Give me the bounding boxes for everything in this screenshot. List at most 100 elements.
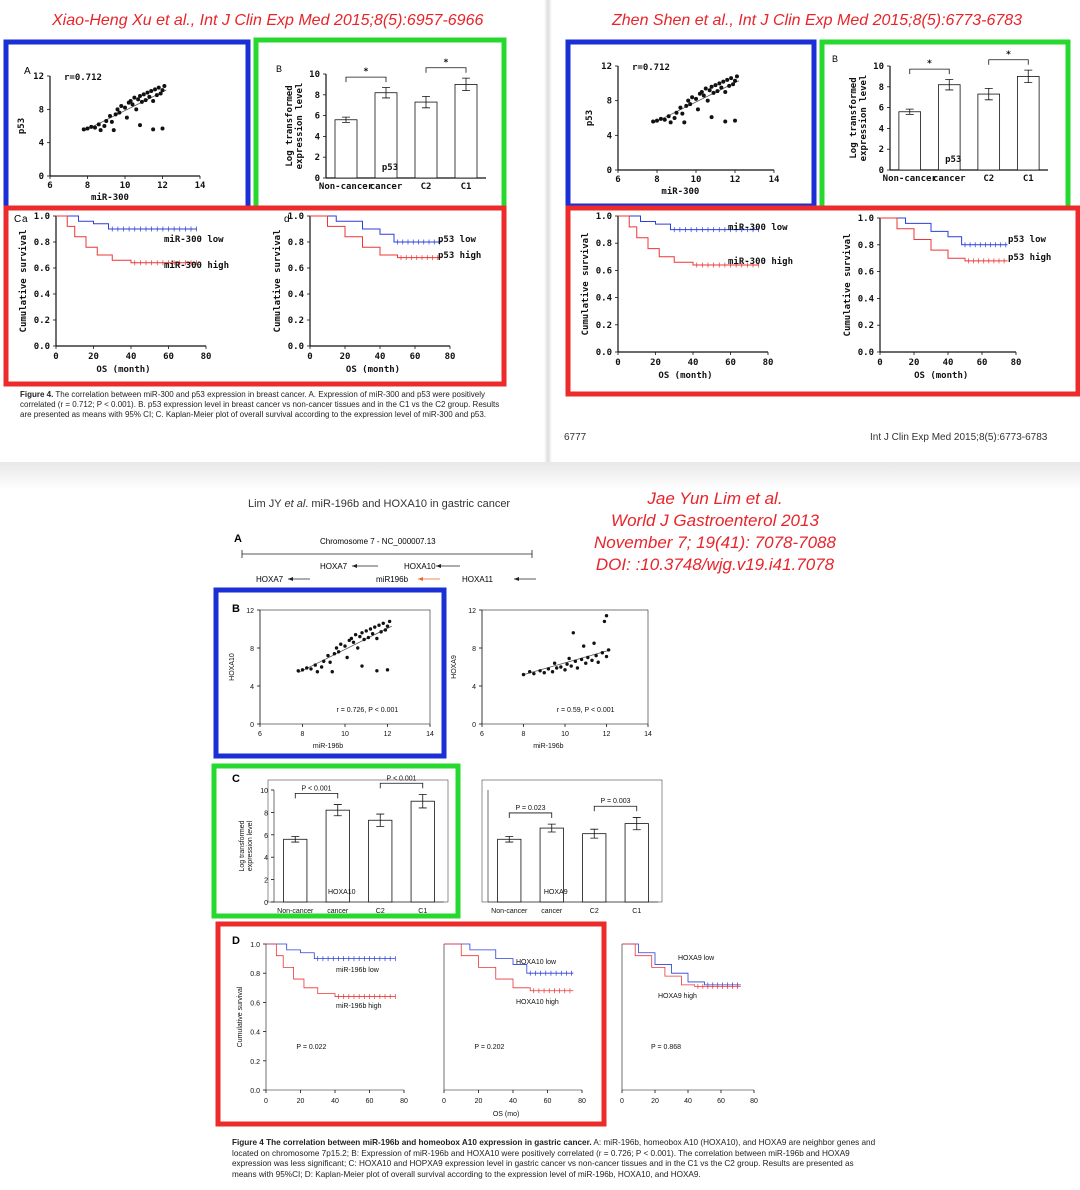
x-tick-label: 6 bbox=[258, 731, 262, 738]
y-axis-label: p53 bbox=[585, 110, 595, 126]
y-tick-label: 4 bbox=[607, 131, 613, 141]
scatter-point bbox=[584, 661, 588, 665]
scatter-point bbox=[334, 646, 339, 650]
legend-label: miR-196b high bbox=[336, 1003, 382, 1010]
p-value-annotation: P = 0.868 bbox=[651, 1044, 681, 1051]
y-axis-label: Cumulative survival bbox=[842, 234, 853, 337]
y-tick-label: 8 bbox=[315, 91, 320, 101]
scatter-point bbox=[123, 105, 127, 110]
scatter-point bbox=[682, 120, 687, 125]
y-tick-label: 8 bbox=[472, 646, 476, 653]
y-tick-label: 0 bbox=[879, 166, 884, 176]
survival-curve bbox=[622, 943, 741, 987]
scatter-point bbox=[362, 637, 366, 642]
y-tick-label: 8 bbox=[879, 83, 884, 93]
legend-label: p53 low bbox=[438, 235, 477, 245]
scatter-point bbox=[141, 92, 146, 97]
x-axis-label: OS (month) bbox=[658, 371, 712, 381]
scatter-point bbox=[343, 644, 347, 648]
panel-label-b: B bbox=[832, 54, 838, 64]
scatter-point bbox=[733, 78, 737, 83]
scatter-point bbox=[719, 85, 724, 90]
y-tick-label: 0.6 bbox=[596, 266, 612, 276]
scatter-point bbox=[602, 619, 607, 624]
scatter-point bbox=[96, 122, 101, 127]
x-axis-label: miR-300 bbox=[661, 186, 699, 197]
scatter-point bbox=[139, 99, 144, 104]
legend-label: miR-300 high bbox=[164, 260, 229, 271]
scatter-point bbox=[565, 662, 569, 666]
km-mir300-right: 0 20 40 60 80 0.0 0.2 0.4 0.6 0.8 1.0 Cumulative su… bbox=[580, 212, 793, 381]
scatter-point bbox=[573, 659, 578, 663]
bar-hoxa10-expression: 0 2 4 6 8 10 Log transformed expression level No… bbox=[239, 775, 449, 915]
x-tick-label: 20 bbox=[650, 358, 661, 368]
scatter-point bbox=[381, 621, 385, 625]
survival-curve bbox=[618, 215, 759, 266]
scatter-point bbox=[528, 670, 532, 674]
bar bbox=[624, 823, 649, 903]
y-tick-label: 0 bbox=[264, 900, 268, 907]
error-bar bbox=[632, 817, 641, 831]
bar bbox=[283, 838, 308, 903]
highlight-box-green bbox=[211, 763, 461, 919]
x-tick-label: 12 bbox=[157, 181, 168, 191]
y-axis-label: Cumulative survival bbox=[272, 230, 283, 333]
y-tick-label: 4 bbox=[250, 684, 254, 691]
x-tick-label: 60 bbox=[366, 1098, 374, 1105]
scatter-point bbox=[662, 117, 667, 122]
x-tick-label: 12 bbox=[730, 175, 741, 185]
highlight-box-red bbox=[3, 205, 507, 387]
category-label: C2 bbox=[421, 182, 432, 192]
top-left-caption: Figure 4. The correlation between miR-30… bbox=[20, 390, 500, 419]
category-label: Non-cancer bbox=[277, 908, 314, 915]
scatter-point bbox=[721, 79, 726, 84]
highlight-box-red bbox=[565, 205, 1080, 397]
bar-p53-expression: 0 2 4 6 8 10 Log transformed expression level No… bbox=[285, 58, 486, 192]
error-bar bbox=[333, 804, 342, 817]
survival-curve bbox=[622, 943, 741, 986]
x-tick-label: 10 bbox=[120, 181, 131, 191]
scatter-point bbox=[581, 644, 586, 648]
x-tick-label: 0 bbox=[877, 358, 882, 368]
y-tick-label: 0.8 bbox=[34, 238, 50, 248]
y-tick-label: 12 bbox=[601, 62, 612, 72]
x-tick-label: 80 bbox=[1011, 358, 1022, 368]
scatter-point bbox=[379, 630, 383, 634]
scatter-point bbox=[315, 670, 320, 674]
survival-curve bbox=[618, 215, 759, 231]
scatter-point bbox=[377, 623, 381, 627]
scatter-point bbox=[385, 624, 390, 628]
km-mir300: 0 20 40 60 80 0.0 0.2 0.4 0.6 0.8 1.0 Cumulative su… bbox=[18, 212, 229, 375]
x-tick-label: 40 bbox=[688, 358, 699, 368]
y-tick-label: 12 bbox=[468, 608, 476, 615]
significance-bracket bbox=[593, 805, 638, 812]
scatter-point bbox=[709, 84, 714, 89]
survival-curve bbox=[444, 943, 574, 974]
x-tick-label: 14 bbox=[769, 175, 780, 185]
y-tick-label: 6 bbox=[315, 112, 320, 122]
x-tick-label: 14 bbox=[195, 181, 206, 191]
gene-hoxa7: HOXA7 bbox=[320, 562, 348, 571]
category-label: C1 bbox=[461, 182, 472, 192]
scatter-point bbox=[734, 74, 739, 79]
y-tick-label: 2 bbox=[315, 153, 320, 163]
journal-footer: Int J Clin Exp Med 2015;8(5):6773-6783 bbox=[870, 432, 1048, 443]
scatter-point bbox=[655, 118, 659, 123]
bar bbox=[898, 111, 922, 171]
scatter-point bbox=[85, 126, 90, 131]
scatter-point bbox=[651, 119, 656, 124]
y-tick-label: 10 bbox=[873, 62, 884, 72]
scatter-point bbox=[373, 625, 377, 629]
scatter-point bbox=[345, 655, 349, 660]
y-axis-label: Log transformed bbox=[239, 820, 246, 871]
y-tick-label: 1.0 bbox=[858, 214, 874, 224]
y-tick-label: 0.8 bbox=[858, 241, 874, 251]
scatter-point bbox=[81, 127, 86, 132]
significance-label: * bbox=[363, 67, 368, 77]
scatter-point bbox=[336, 650, 341, 654]
scatter-point bbox=[117, 110, 122, 115]
scatter-point bbox=[723, 90, 728, 94]
y-axis-label: Cumulative survival bbox=[237, 986, 244, 1047]
km-p53: 0 20 40 60 80 0.0 0.2 0.4 0.6 0.8 1.0 Cumulative su… bbox=[272, 212, 481, 375]
scatter-point bbox=[385, 668, 390, 672]
